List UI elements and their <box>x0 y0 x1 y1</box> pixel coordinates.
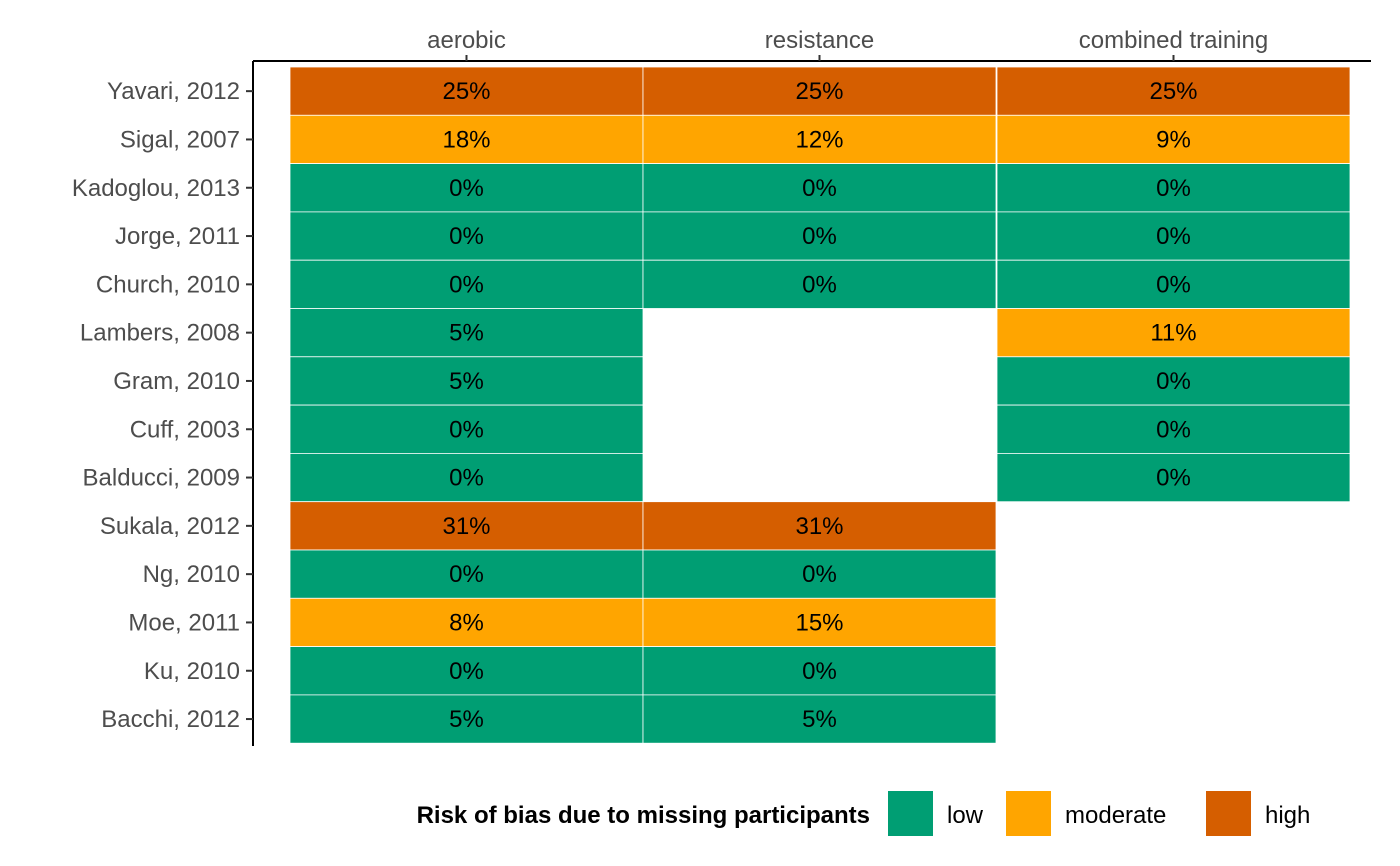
cell-label-gram-2010-combined-training: 0% <box>1156 368 1191 395</box>
cell-label-lambers-2008-combined-training: 11% <box>1150 320 1196 347</box>
cell-yavari-2012-resistance <box>642 66 997 116</box>
cell-balducci-2009-combined-training <box>996 452 1351 503</box>
x-tick-label-aerobic: aerobic <box>427 27 506 54</box>
cell-label-moe-2011-aerobic: 8% <box>449 609 484 636</box>
y-tick-label-lambers-2008: Lambers, 2008 <box>80 320 240 347</box>
legend-title: Risk of bias due to missing participants <box>417 802 870 829</box>
cell-label-ng-2010-resistance: 0% <box>802 561 837 588</box>
cell-label-kadoglou-2013-aerobic: 0% <box>449 175 484 202</box>
cell-sigal-2007-aerobic <box>289 114 644 165</box>
cell-jorge-2011-combined-training <box>996 211 1351 261</box>
cell-cuff-2003-aerobic <box>289 404 644 454</box>
cell-bacchi-2012-resistance <box>642 694 997 744</box>
cell-label-sukala-2012-aerobic: 31% <box>442 513 490 540</box>
cell-label-church-2010-combined-training: 0% <box>1156 271 1191 298</box>
cell-balducci-2009-aerobic <box>289 452 644 503</box>
cell-label-sigal-2007-combined-training: 9% <box>1156 126 1191 153</box>
cell-kadoglou-2013-resistance <box>642 163 997 213</box>
cell-label-jorge-2011-resistance: 0% <box>802 223 837 250</box>
cell-label-gram-2010-aerobic: 5% <box>449 368 484 395</box>
cell-label-church-2010-resistance: 0% <box>802 271 837 298</box>
legend-label-moderate: moderate <box>1065 802 1166 829</box>
cell-label-sigal-2007-aerobic: 18% <box>442 126 490 153</box>
cell-sigal-2007-combined-training <box>996 114 1351 165</box>
cell-yavari-2012-combined-training <box>996 66 1351 116</box>
y-tick-label-church-2010: Church, 2010 <box>96 271 240 298</box>
cell-label-yavari-2012-combined-training: 25% <box>1149 78 1197 105</box>
y-tick-label-yavari-2012: Yavari, 2012 <box>107 78 240 105</box>
y-tick-label-sigal-2007: Sigal, 2007 <box>120 126 240 153</box>
heatmap-cells <box>289 66 1351 744</box>
cell-label-kadoglou-2013-combined-training: 0% <box>1156 175 1191 202</box>
cell-label-ng-2010-aerobic: 0% <box>449 561 484 588</box>
legend-key-low <box>888 791 933 836</box>
cell-ku-2010-resistance <box>642 646 997 696</box>
cell-labels: 25% 25% 25% 18% 12% 9% 0% 0% 0% 0% 0% 0% 0% 0% 0% 5% 11%… <box>442 78 1197 733</box>
cell-label-bacchi-2012-aerobic: 5% <box>449 706 484 733</box>
cell-church-2010-resistance <box>642 259 997 309</box>
y-tick-label-moe-2011: Moe, 2011 <box>128 609 240 636</box>
cell-label-ku-2010-resistance: 0% <box>802 658 837 685</box>
legend-key-moderate <box>1006 791 1051 836</box>
y-tick-label-kadoglou-2013: Kadoglou, 2013 <box>72 175 240 202</box>
legend-items: low moderate high <box>888 791 1310 836</box>
cell-gram-2010-aerobic <box>289 356 644 406</box>
y-tick-label-gram-2010: Gram, 2010 <box>113 368 240 395</box>
x-tick-label-resistance: resistance <box>765 27 874 54</box>
cell-label-moe-2011-resistance: 15% <box>795 609 843 636</box>
cell-church-2010-combined-training <box>996 259 1351 309</box>
cell-jorge-2011-aerobic <box>289 211 644 261</box>
cell-yavari-2012-aerobic <box>289 66 644 116</box>
cell-jorge-2011-resistance <box>642 211 997 261</box>
cell-moe-2011-resistance <box>642 597 997 647</box>
cell-label-yavari-2012-aerobic: 25% <box>442 78 490 105</box>
x-axis-ticks: aerobic resistance combined training <box>427 27 1268 61</box>
cell-sukala-2012-resistance <box>642 501 997 551</box>
cell-lambers-2008-combined-training <box>996 308 1351 358</box>
legend-label-low: low <box>947 802 984 829</box>
cell-label-balducci-2009-aerobic: 0% <box>449 465 484 492</box>
cell-label-cuff-2003-combined-training: 0% <box>1156 416 1191 443</box>
y-tick-label-jorge-2011: Jorge, 2011 <box>115 223 240 250</box>
axes <box>252 60 1371 746</box>
cell-church-2010-aerobic <box>289 259 644 309</box>
cell-ng-2010-resistance <box>642 549 997 599</box>
cell-label-cuff-2003-aerobic: 0% <box>449 416 484 443</box>
cell-label-ku-2010-aerobic: 0% <box>449 658 484 685</box>
y-tick-label-sukala-2012: Sukala, 2012 <box>100 513 240 540</box>
cell-moe-2011-aerobic <box>289 597 644 647</box>
cell-label-bacchi-2012-resistance: 5% <box>802 706 837 733</box>
cell-cuff-2003-combined-training <box>996 404 1351 454</box>
y-tick-label-ng-2010: Ng, 2010 <box>143 561 240 588</box>
cell-sigal-2007-resistance <box>642 114 997 165</box>
y-tick-label-balducci-2009: Balducci, 2009 <box>83 465 240 492</box>
legend: Risk of bias due to missing participants… <box>417 791 1310 836</box>
legend-label-high: high <box>1265 802 1310 829</box>
cell-label-yavari-2012-resistance: 25% <box>795 78 843 105</box>
y-tick-label-cuff-2003: Cuff, 2003 <box>130 416 240 443</box>
legend-key-high <box>1206 791 1251 836</box>
x-tick-label-combined-training: combined training <box>1079 27 1268 54</box>
y-tick-label-bacchi-2012: Bacchi, 2012 <box>101 706 240 733</box>
cell-label-church-2010-aerobic: 0% <box>449 271 484 298</box>
cell-label-kadoglou-2013-resistance: 0% <box>802 175 837 202</box>
cell-label-sigal-2007-resistance: 12% <box>795 126 843 153</box>
cell-lambers-2008-aerobic <box>289 308 644 358</box>
cell-label-lambers-2008-aerobic: 5% <box>449 320 484 347</box>
cell-gram-2010-combined-training <box>996 356 1351 406</box>
cell-label-jorge-2011-combined-training: 0% <box>1156 223 1191 250</box>
cell-label-jorge-2011-aerobic: 0% <box>449 223 484 250</box>
y-axis-ticks: Yavari, 2012 Sigal, 2007 Kadoglou, 2013 Jor… <box>72 78 253 733</box>
cell-label-sukala-2012-resistance: 31% <box>795 513 843 540</box>
y-tick-label-ku-2010: Ku, 2010 <box>144 658 240 685</box>
cell-label-balducci-2009-combined-training: 0% <box>1156 465 1191 492</box>
